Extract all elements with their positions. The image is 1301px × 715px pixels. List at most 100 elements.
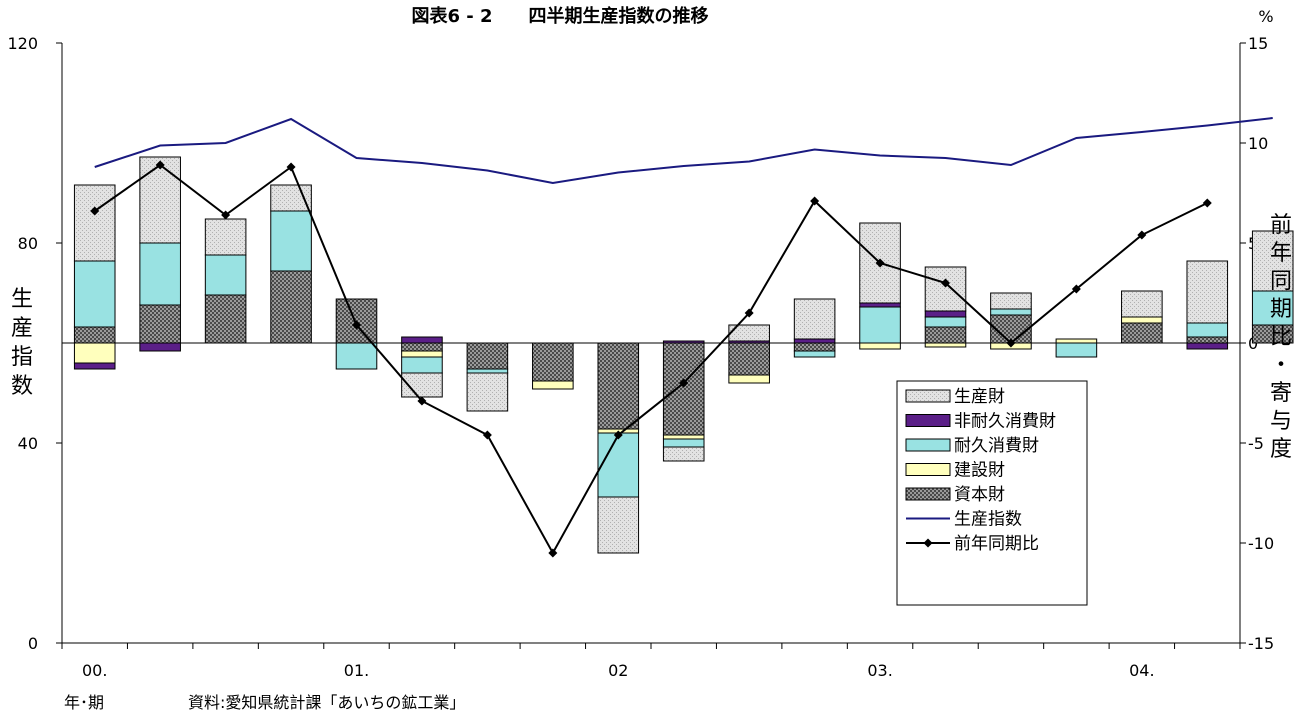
left-tick-label: 40 xyxy=(18,434,38,453)
x-axis-ticks: 00. 01. 02 03. 04. xyxy=(61,643,1241,680)
legend-yoy-marker xyxy=(923,538,933,548)
bar-segment-hitaikyu xyxy=(662,340,705,344)
bar-segment-hitaikyu xyxy=(924,310,967,318)
left-tick-label: 80 xyxy=(18,234,38,253)
bar-segment-shihon xyxy=(728,342,770,376)
bar-segment-taikyu xyxy=(1251,290,1294,326)
bar-segment-hitaikyu xyxy=(793,338,836,344)
bar-segment-shihon xyxy=(1121,322,1163,344)
bar-segment-shihon xyxy=(204,294,247,344)
right-axis-unit: % xyxy=(1258,7,1273,26)
right-tick-label: -10 xyxy=(1248,534,1274,553)
bar-segment-shihon xyxy=(1186,336,1229,344)
bar-segment-seisan xyxy=(924,266,967,312)
bar-segment-taikyu xyxy=(793,350,836,358)
bar-segment-seisan xyxy=(1251,230,1294,292)
bar-segment-taikyu xyxy=(270,210,312,272)
left-tick-label: 120 xyxy=(7,34,38,53)
yoy-point xyxy=(1137,230,1147,240)
x-tick-label: 01. xyxy=(344,661,369,680)
bar-segment-shihon xyxy=(597,342,640,430)
right-axis-label: 前年同期比・寄与度 xyxy=(1270,213,1292,462)
legend-swatch-hitaikyu xyxy=(905,414,951,427)
bar-segment-seisan xyxy=(73,184,116,262)
bar-segment-shihon xyxy=(990,314,1032,344)
bar-segment-seisan xyxy=(466,372,509,412)
bar-segment-kensetsu xyxy=(859,342,901,350)
bar-segment-kensetsu xyxy=(1121,316,1163,324)
x-tick-label: 03. xyxy=(867,661,892,680)
legend-label-index: 生産指数 xyxy=(954,510,1022,530)
bar-segment-taikyu xyxy=(662,438,705,448)
bar-segment-shihon xyxy=(924,326,967,344)
chart-title: 図表6 - 2 四半期生産指数の推移 xyxy=(411,5,708,27)
right-tick-label: 15 xyxy=(1248,34,1268,53)
right-tick-label: 10 xyxy=(1248,134,1268,153)
legend-label-kensetsu: 建設財 xyxy=(954,461,1005,481)
axis-label-char: 年 xyxy=(1270,241,1292,266)
bar-segment-shihon xyxy=(466,342,509,370)
bar-segment-seisan xyxy=(990,292,1032,310)
bar-segment-kensetsu xyxy=(401,350,443,358)
bar-segment-taikyu xyxy=(597,432,640,498)
left-axis-label: 生産指数 xyxy=(11,287,33,399)
axis-label-char: 比 xyxy=(1270,325,1292,350)
bar-segment-kensetsu xyxy=(728,374,770,384)
axis-label-char: 寄 xyxy=(1270,381,1292,406)
bar-segment-shihon xyxy=(532,342,574,382)
bar-segment-seisan xyxy=(1121,290,1163,318)
bar-segment-shihon xyxy=(139,304,181,344)
yoy-point xyxy=(613,430,623,440)
axis-label-char: 数 xyxy=(11,374,33,399)
bar-segment-taikyu xyxy=(859,306,901,344)
axis-label-char: 産 xyxy=(11,316,33,341)
production-index-line xyxy=(94,117,1273,185)
left-axis-ticks: 0 40 80 120 xyxy=(7,34,62,653)
x-axis-label: 年･期 xyxy=(64,693,104,712)
axis-label-char: ・ xyxy=(1270,353,1292,378)
right-tick-label: -5 xyxy=(1248,434,1264,453)
x-tick-label: 02 xyxy=(608,661,628,680)
legend-label-seisan: 生産財 xyxy=(954,387,1005,407)
bar-segment-taikyu xyxy=(335,342,378,370)
bar-segment-taikyu xyxy=(139,242,181,306)
bar-segment-taikyu xyxy=(401,356,443,374)
bar-segment-taikyu xyxy=(990,308,1032,316)
yoy-point xyxy=(221,210,231,220)
bar-segment-seisan xyxy=(270,184,312,212)
legend-label-taikyu: 耐久消費財 xyxy=(954,436,1039,456)
axis-label-char: 生 xyxy=(11,287,33,312)
legend-label-shihon: 資本財 xyxy=(954,485,1005,505)
axis-label-char: 期 xyxy=(1270,297,1292,322)
bar-segment-taikyu xyxy=(73,260,116,328)
source-note: 資料:愛知県統計課「あいちの鉱工業」 xyxy=(188,693,465,712)
x-tick-label: 00. xyxy=(82,661,107,680)
legend-label-hitaikyu: 非耐久消費財 xyxy=(954,412,1056,432)
bar-segment-taikyu xyxy=(924,316,967,328)
legend-label-yoy: 前年同期比 xyxy=(954,534,1039,554)
bar-segment-seisan xyxy=(597,496,640,554)
bar-segment-shihon xyxy=(662,342,705,436)
bar-segment-shihon xyxy=(401,342,443,352)
axis-label-char: 与 xyxy=(1270,409,1292,434)
x-tick-label: 04. xyxy=(1129,661,1154,680)
axis-label-char: 指 xyxy=(11,345,33,370)
yoy-point xyxy=(352,320,361,330)
yoy-point xyxy=(548,548,558,558)
yoy-point xyxy=(679,378,689,388)
bar-segment-hitaikyu xyxy=(139,342,181,352)
yoy-point xyxy=(1202,198,1212,208)
stacked-bars xyxy=(73,156,1294,554)
bar-segment-kensetsu xyxy=(1055,338,1098,344)
bar-segment-seisan xyxy=(662,446,705,462)
bar-segment-taikyu xyxy=(204,254,247,296)
axis-label-char: 度 xyxy=(1270,437,1292,462)
yoy-point xyxy=(286,162,296,172)
bar-segment-shihon xyxy=(73,326,116,344)
yoy-point xyxy=(941,278,950,288)
bar-segment-shihon xyxy=(793,342,836,352)
bar-segment-hitaikyu xyxy=(73,362,116,370)
lines-group xyxy=(90,117,1273,558)
